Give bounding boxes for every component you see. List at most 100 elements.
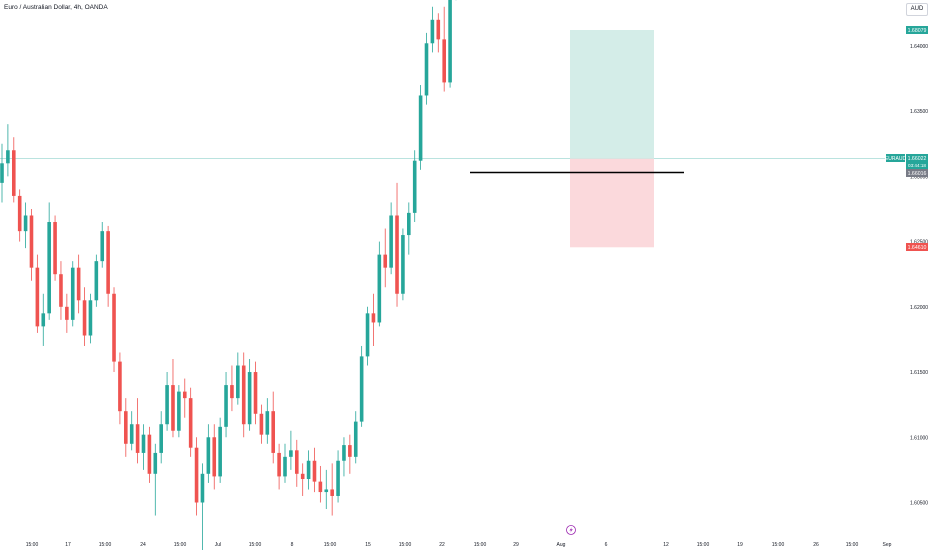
candle[interactable] (194, 437, 199, 516)
candle[interactable] (76, 254, 81, 314)
currency-button[interactable]: AUD (906, 3, 928, 16)
candle[interactable] (395, 182, 399, 307)
candle[interactable] (401, 228, 405, 301)
candle[interactable] (365, 306, 370, 366)
candle[interactable] (70, 261, 75, 327)
x-tick-label: 15:00 (249, 542, 262, 548)
candle[interactable] (259, 404, 264, 444)
candle[interactable] (300, 463, 305, 496)
candle[interactable] (377, 241, 382, 327)
candle[interactable] (41, 293, 46, 346)
candle[interactable] (289, 430, 293, 470)
x-tick-label: 19 (737, 542, 743, 548)
candle[interactable] (253, 361, 258, 425)
candle[interactable] (306, 450, 311, 490)
candle[interactable] (153, 443, 158, 516)
candle[interactable] (100, 222, 105, 268)
candle[interactable] (35, 254, 40, 333)
candle[interactable] (342, 437, 346, 477)
candle[interactable] (407, 202, 411, 255)
candle[interactable] (94, 254, 99, 307)
time-axis[interactable]: 15:00 17 15:00 24 15:00 Jul 15:00 8 15:00 15 15:00… (26, 542, 892, 548)
candle-body (265, 411, 270, 435)
price-axis[interactable]: 1.60500 1.61000 1.61500 1.62000 1.62500 1.630… (910, 0, 928, 507)
candle-body (348, 445, 352, 457)
candle[interactable] (312, 447, 317, 493)
target-zone[interactable] (570, 30, 654, 159)
candle[interactable] (336, 450, 340, 503)
candle[interactable] (383, 228, 388, 288)
candle[interactable] (277, 443, 281, 490)
candle[interactable] (135, 398, 140, 464)
candle[interactable] (23, 202, 28, 249)
candle-body (159, 424, 163, 453)
candle[interactable] (247, 358, 252, 431)
candle[interactable] (177, 385, 181, 438)
candle[interactable] (230, 365, 234, 412)
stop-zone[interactable] (570, 158, 654, 248)
candle[interactable] (206, 424, 211, 483)
candle[interactable] (82, 287, 87, 346)
candle[interactable] (283, 443, 287, 483)
candle[interactable] (348, 434, 352, 474)
candle[interactable] (412, 150, 417, 223)
candle[interactable] (106, 225, 110, 307)
candle[interactable] (141, 424, 146, 470)
candle[interactable] (165, 372, 169, 431)
candle[interactable] (389, 202, 393, 275)
candle[interactable] (29, 208, 34, 281)
y-tick-label: 1.62000 (910, 305, 928, 311)
candle[interactable] (318, 465, 323, 503)
candle-body (377, 254, 382, 323)
candle[interactable] (188, 387, 193, 457)
candle[interactable] (418, 85, 423, 170)
candle[interactable] (218, 417, 222, 483)
candle-body (336, 460, 340, 496)
x-tick-label: 17 (65, 542, 71, 548)
candle[interactable] (294, 439, 299, 487)
candle[interactable] (271, 391, 276, 464)
candle[interactable] (442, 6, 446, 92)
x-tick-label: 15:00 (772, 542, 785, 548)
candle[interactable] (47, 202, 51, 320)
candle[interactable] (118, 352, 122, 425)
candle[interactable] (212, 424, 217, 490)
candle[interactable] (430, 6, 435, 53)
candle-body (153, 452, 158, 474)
candle[interactable] (6, 124, 10, 177)
candle[interactable] (371, 293, 376, 346)
candle[interactable] (171, 358, 175, 438)
candle[interactable] (436, 13, 441, 53)
candle[interactable] (147, 426, 152, 483)
candle[interactable] (241, 352, 246, 438)
candle[interactable] (200, 463, 205, 550)
candle[interactable] (159, 411, 163, 464)
candle-body (118, 361, 122, 412)
candle[interactable] (330, 463, 334, 516)
candle[interactable] (129, 411, 134, 451)
candle[interactable] (224, 372, 228, 438)
candle[interactable] (265, 398, 270, 444)
candle[interactable] (112, 287, 116, 373)
candle[interactable] (17, 189, 22, 242)
candle[interactable] (59, 261, 63, 320)
candle[interactable] (65, 293, 69, 333)
candle[interactable] (88, 293, 93, 344)
candle[interactable] (53, 215, 57, 281)
candle[interactable] (182, 378, 187, 418)
candle[interactable] (424, 32, 429, 105)
candle[interactable] (236, 352, 240, 405)
candle[interactable] (448, 0, 452, 88)
x-tick-label: 15:00 (399, 542, 412, 548)
candle[interactable] (353, 411, 358, 464)
x-tick-label: 6 (605, 542, 608, 548)
candle[interactable] (0, 143, 4, 203)
candle[interactable] (11, 137, 16, 203)
candle[interactable] (324, 469, 329, 510)
candle-body (194, 447, 199, 503)
candle[interactable] (359, 345, 364, 427)
candle-body (436, 19, 441, 40)
lightning-icon[interactable] (566, 525, 576, 535)
candle[interactable] (124, 398, 128, 457)
